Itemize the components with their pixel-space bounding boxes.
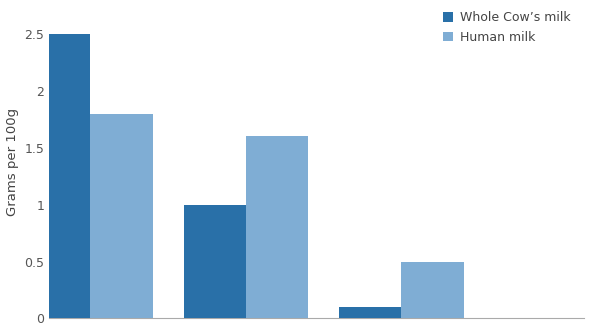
Bar xyxy=(90,114,153,318)
Bar xyxy=(183,205,246,318)
Bar xyxy=(401,262,464,318)
Bar xyxy=(28,34,90,318)
Bar xyxy=(339,307,401,318)
Legend: Whole Cow’s milk, Human milk: Whole Cow’s milk, Human milk xyxy=(441,9,573,46)
Bar xyxy=(246,136,308,318)
Y-axis label: Grams per 100g: Grams per 100g xyxy=(5,108,18,216)
